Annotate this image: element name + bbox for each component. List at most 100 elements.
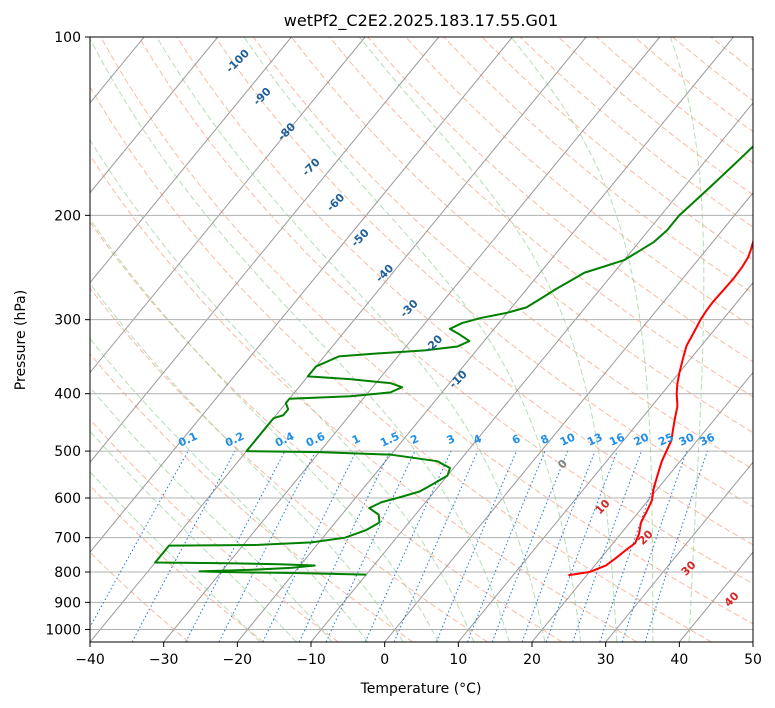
moist-adiabat-line bbox=[90, 386, 333, 642]
isotherm-line bbox=[0, 37, 70, 642]
mixing-ratio-label: 25 bbox=[656, 431, 675, 449]
y-axis-label: Pressure (hPa) bbox=[13, 290, 29, 390]
y-tick-label: 500 bbox=[54, 444, 81, 460]
y-tick-label: 900 bbox=[54, 595, 81, 611]
mixing-ratio-line bbox=[599, 450, 667, 642]
plot-frame bbox=[89, 36, 754, 643]
dewpoint-profile bbox=[154, 145, 753, 576]
isotherm-line bbox=[531, 371, 753, 642]
moist-adiabat-line bbox=[90, 218, 439, 642]
dry-adiabat-label: -10 bbox=[447, 367, 470, 390]
chart-title: wetPf2_C2E2.2025.183.17.55.G01 bbox=[284, 11, 558, 31]
moist-adiabat-line bbox=[90, 282, 404, 642]
dry-adiabat-label: -50 bbox=[349, 226, 372, 249]
mixing-ratio-label: 0.1 bbox=[176, 430, 199, 450]
y-tick-label: 400 bbox=[54, 387, 81, 403]
dry-adiabat-line bbox=[710, 37, 753, 71]
isotherm-line bbox=[752, 641, 753, 642]
y-tick-label: 300 bbox=[54, 313, 81, 329]
mixing-ratio-line bbox=[572, 450, 642, 642]
x-tick-label: −30 bbox=[149, 652, 179, 668]
dry-adiabat-line bbox=[90, 551, 190, 642]
mixing-ratio-line bbox=[621, 450, 688, 642]
x-tick-label: 30 bbox=[597, 652, 615, 668]
y-tick-label: 700 bbox=[54, 531, 81, 547]
y-tick-label: 600 bbox=[54, 491, 81, 507]
mixing-ratio-line bbox=[218, 450, 317, 642]
moist-adiabat-line bbox=[90, 471, 261, 642]
mixing-ratio-line bbox=[491, 450, 569, 642]
y-tick-label: 100 bbox=[54, 30, 81, 46]
dry-adiabat-label: -30 bbox=[398, 297, 421, 320]
temperature-profile bbox=[568, 238, 753, 577]
y-axis: 1000 900 800 700 600 500 400 300 200 100 bbox=[45, 30, 90, 638]
dry-adiabat-line bbox=[252, 37, 753, 470]
isotherm-line bbox=[90, 37, 366, 374]
dry-adiabat-label: -90 bbox=[251, 85, 274, 108]
dry-adiabat-label: -20 bbox=[422, 332, 445, 355]
mixing-ratio-label: 1 bbox=[350, 432, 362, 447]
dry-adiabat-line bbox=[90, 287, 488, 642]
dry-adiabat-line bbox=[90, 86, 712, 642]
mixing-ratio-line bbox=[467, 450, 546, 642]
mixing-ratio-label: 20 bbox=[632, 430, 652, 448]
mixing-ratio-label: 3 bbox=[445, 432, 457, 447]
moist-adiabat-line bbox=[90, 338, 369, 642]
dry-adiabat-line bbox=[100, 37, 753, 625]
mixing-ratio-line bbox=[521, 450, 596, 642]
dry-adiabat-line bbox=[291, 37, 753, 434]
dry-adiabat-line bbox=[329, 37, 753, 398]
moist-adiabat-line bbox=[90, 37, 510, 642]
y-tick-label: 800 bbox=[54, 565, 81, 581]
mixing-ratio-label: 2 bbox=[408, 432, 420, 447]
dry-adiabat-line bbox=[214, 37, 753, 508]
x-axis: −40 −30 −20 −10 0 10 20 30 40 50 bbox=[75, 642, 762, 668]
x-tick-label: −10 bbox=[296, 652, 326, 668]
mixing-ratio-label: 36 bbox=[698, 430, 718, 448]
moist-adiabat-line bbox=[669, 37, 705, 642]
mixing-ratio-label: 0.2 bbox=[223, 430, 246, 450]
y-tick-label: 200 bbox=[54, 208, 81, 224]
dry-adiabat-line bbox=[90, 154, 638, 642]
x-tick-label: −40 bbox=[75, 652, 105, 668]
dry-adiabat-line bbox=[367, 37, 753, 363]
mixing-ratio-label: 16 bbox=[607, 430, 627, 448]
isotherm-line bbox=[90, 37, 513, 553]
dry-adiabat-line bbox=[672, 37, 753, 102]
mixing-ratio-line bbox=[364, 450, 452, 642]
x-tick-label: 10 bbox=[449, 652, 467, 668]
dry-adiabat-label: 40 bbox=[722, 589, 742, 609]
background-lines bbox=[0, 37, 753, 642]
dry-adiabat-label: 30 bbox=[679, 558, 699, 578]
moist-adiabat-line bbox=[156, 37, 546, 642]
isotherm-line bbox=[90, 37, 219, 194]
dry-adiabat-line bbox=[176, 37, 753, 546]
dry-adiabat-line bbox=[405, 37, 753, 328]
mixing-ratio-line bbox=[644, 450, 708, 642]
isotherm-line bbox=[236, 37, 734, 642]
mixing-ratio-label: 13 bbox=[585, 431, 604, 449]
mixing-ratio-line bbox=[393, 450, 479, 642]
x-tick-label: 0 bbox=[380, 652, 389, 668]
dry-adiabat-label: -60 bbox=[324, 191, 347, 214]
moist-adiabat-line bbox=[90, 430, 297, 642]
moist-adiabat-line bbox=[510, 37, 654, 642]
dry-adiabat-label: -100 bbox=[223, 47, 252, 76]
x-axis-label: Temperature (°C) bbox=[360, 681, 482, 697]
isotherm-line bbox=[90, 37, 292, 284]
isotherm-line bbox=[384, 192, 753, 642]
isotherm-line bbox=[457, 281, 753, 642]
mixing-ratio-label: 6 bbox=[510, 432, 523, 447]
y-tick-label: 1000 bbox=[45, 622, 81, 638]
dry-adiabat-line bbox=[90, 221, 563, 642]
x-tick-label: 40 bbox=[670, 652, 688, 668]
mixing-ratio-label: 8 bbox=[539, 432, 551, 447]
moist-adiabat-line bbox=[243, 37, 582, 642]
dry-adiabat-line bbox=[557, 37, 753, 196]
dry-adiabat-line bbox=[90, 484, 264, 642]
isotherm-line bbox=[90, 37, 440, 464]
isotherm-line bbox=[605, 461, 753, 642]
dry-adiabat-label: -80 bbox=[275, 120, 298, 143]
dry-adiabat-label: 10 bbox=[593, 497, 613, 517]
moist-adiabat-line bbox=[90, 139, 475, 642]
